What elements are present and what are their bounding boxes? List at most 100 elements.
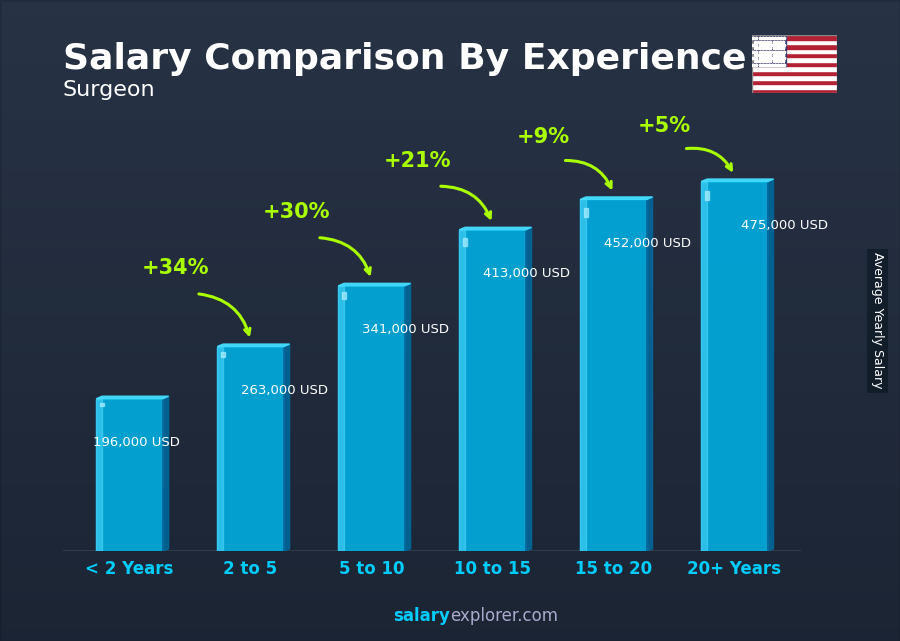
Bar [0,496,900,510]
Bar [0,535,900,549]
Bar [342,292,346,299]
Bar [0,196,900,210]
Bar [0,78,900,92]
Bar [217,347,284,551]
Bar [0,182,900,196]
Bar [0,208,900,222]
Bar [752,35,786,66]
Bar [0,261,900,275]
Text: 413,000 USD: 413,000 USD [482,267,570,280]
Bar [752,49,837,53]
Bar [0,117,900,131]
Bar [0,326,900,340]
Bar [752,44,837,49]
Polygon shape [647,197,652,551]
Text: explorer.com: explorer.com [450,607,558,625]
Bar [0,470,900,484]
Bar [0,313,900,327]
Text: 475,000 USD: 475,000 USD [741,219,827,232]
Bar [0,169,900,183]
Polygon shape [459,228,532,229]
Bar [0,392,900,406]
Polygon shape [580,197,652,199]
Bar [338,286,405,551]
Bar [0,457,900,471]
Bar [752,84,837,88]
Bar [752,53,837,58]
Bar [0,12,900,26]
Text: 452,000 USD: 452,000 USD [604,237,691,250]
Bar [0,522,900,537]
Text: 196,000 USD: 196,000 USD [94,436,180,449]
Bar [221,352,225,357]
Bar [0,352,900,366]
Bar [752,40,837,44]
Bar [752,58,837,62]
Bar [0,274,900,288]
Bar [752,71,837,75]
Bar [0,287,900,301]
Bar [584,208,588,217]
Bar [0,365,900,379]
Bar [0,417,900,431]
Bar [752,35,837,40]
Bar [0,404,900,419]
Bar [0,0,900,13]
Polygon shape [768,179,773,551]
Text: salary: salary [393,607,450,625]
Polygon shape [217,344,290,347]
Bar [0,90,900,104]
Bar [464,238,466,246]
Bar [96,399,163,551]
Bar [0,339,900,353]
Polygon shape [96,396,168,399]
Bar [0,51,900,65]
Bar [752,79,837,84]
Bar [0,614,900,628]
Bar [0,601,900,615]
Bar [0,104,900,118]
Bar [706,191,708,200]
Text: Surgeon: Surgeon [63,80,156,100]
Bar [0,156,900,170]
Bar [0,143,900,157]
Bar [0,300,900,314]
Polygon shape [284,344,290,551]
Bar [0,431,900,445]
Bar [217,347,222,551]
Text: 341,000 USD: 341,000 USD [362,323,449,336]
Bar [0,627,900,641]
Bar [0,444,900,458]
Bar [96,399,102,551]
Bar [0,549,900,563]
Bar [580,199,647,551]
Text: +5%: +5% [638,117,691,137]
Bar [0,64,900,78]
Bar [0,588,900,602]
Bar [0,38,900,53]
Bar [752,62,837,66]
Bar [752,88,837,93]
Text: +9%: +9% [517,126,570,147]
Bar [0,247,900,262]
Bar [752,75,837,79]
Bar [701,181,706,551]
Bar [0,221,900,235]
Bar [0,483,900,497]
Bar [0,378,900,392]
Bar [0,25,900,39]
Bar [338,286,344,551]
Bar [459,229,526,551]
Bar [0,509,900,523]
Polygon shape [526,228,532,551]
Polygon shape [163,396,168,551]
Text: +34%: +34% [142,258,210,278]
Bar [0,562,900,576]
Text: +21%: +21% [383,151,451,171]
Bar [0,235,900,249]
Bar [0,129,900,144]
Text: +30%: +30% [263,202,330,222]
Polygon shape [405,283,410,551]
Bar [0,574,900,588]
Polygon shape [338,283,410,286]
